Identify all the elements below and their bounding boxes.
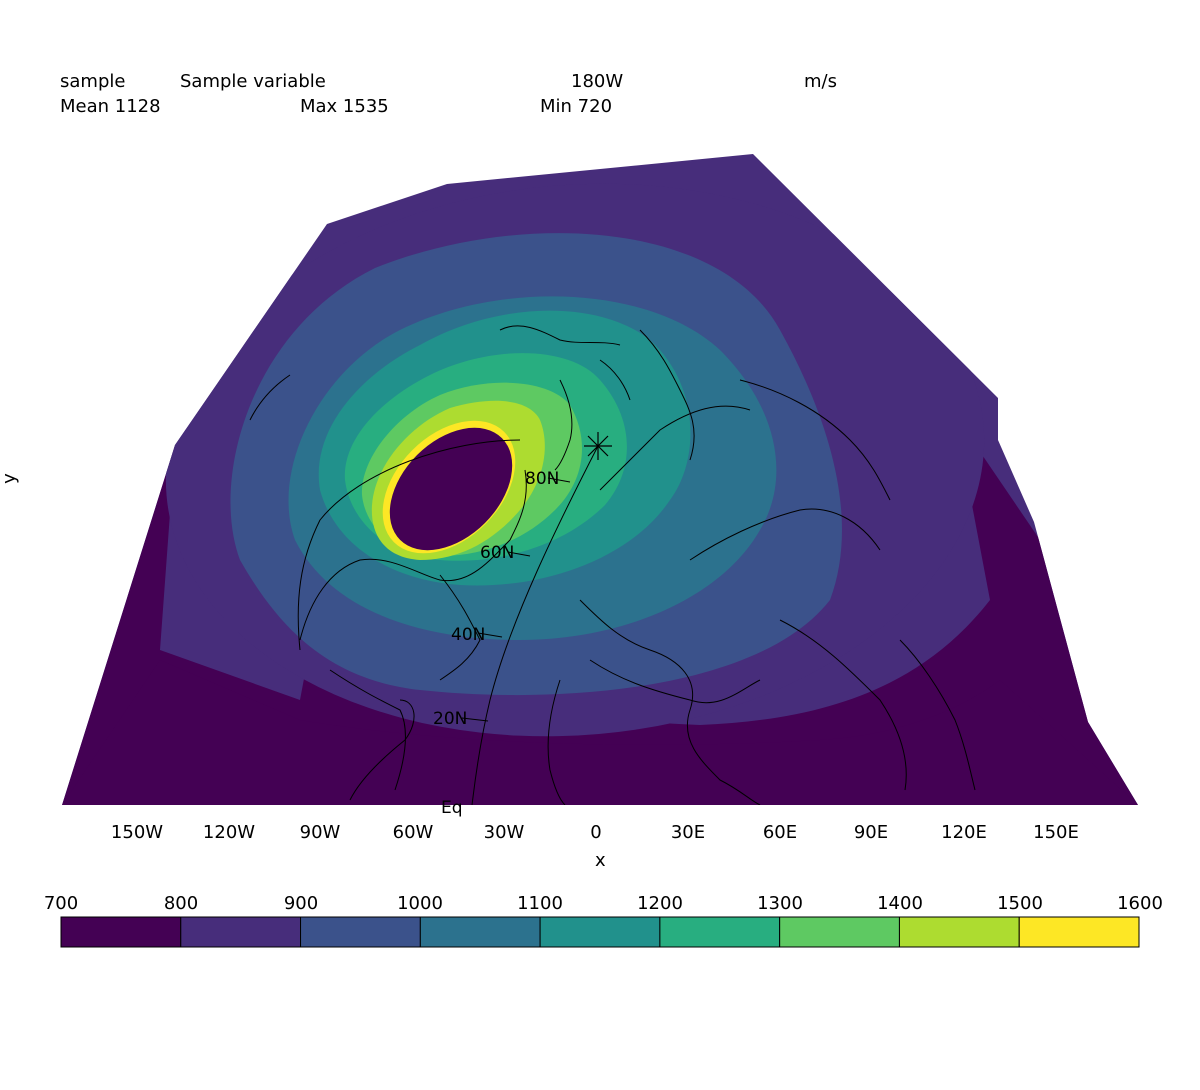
contour-band-700-800-center [389, 427, 513, 551]
x-tick-90w: 90W [299, 822, 341, 843]
colorbar [60, 916, 1140, 948]
latitude-ticks [461, 477, 571, 722]
lat-label-20n: 20N [433, 709, 467, 729]
colorbar-label-1000: 1000 [397, 893, 443, 914]
colorbar-label-800: 800 [163, 893, 199, 914]
colorbar-swatch [539, 916, 661, 948]
colorbar-swatch [779, 916, 900, 948]
colorbar-swatch [898, 916, 1020, 948]
x-axis-label: x [595, 850, 606, 871]
contour-band-700-800-bottom [62, 660, 1138, 805]
colorbar-swatch [419, 916, 541, 948]
pole-marker [584, 432, 612, 460]
colorbar-label-1400: 1400 [877, 893, 923, 914]
x-tick-150e: 150E [1033, 822, 1079, 843]
colorbar-label-700: 700 [43, 893, 79, 914]
center-longitude: 180W [571, 71, 624, 92]
colorbar-swatch [60, 916, 182, 948]
colorbar-label-900: 900 [283, 893, 319, 914]
colorbar-swatch [300, 916, 421, 948]
units-label: m/s [804, 71, 837, 92]
colorbar-label-1100: 1100 [517, 893, 563, 914]
colorbar-label-1500: 1500 [997, 893, 1043, 914]
max-stat: Max 1535 [300, 96, 389, 117]
variable-long-name: Sample variable [180, 71, 326, 92]
x-tick-0: 0 [590, 822, 602, 843]
parallel-line [297, 439, 521, 651]
min-stat: Min 720 [540, 96, 613, 117]
colorbar-label-1300: 1300 [757, 893, 803, 914]
colorbar-label-1200: 1200 [637, 893, 683, 914]
colorbar-swatch [180, 916, 302, 948]
meridian-line [471, 445, 599, 805]
variable-name: sample [60, 71, 126, 92]
lat-label-40n: 40N [451, 625, 485, 645]
mean-stat: Mean 1128 [60, 96, 161, 117]
x-tick-60e: 60E [762, 822, 798, 843]
y-axis-label: y [0, 473, 20, 484]
coastlines [249, 325, 976, 805]
lat-label-60n: 60N [480, 543, 514, 563]
x-tick-30e: 30E [670, 822, 706, 843]
x-tick-60w: 60W [392, 822, 434, 843]
lat-label-eq: Eq [441, 798, 463, 818]
x-tick-90e: 90E [853, 822, 889, 843]
x-tick-120w: 120W [202, 822, 256, 843]
colorbar-swatch [1018, 916, 1140, 948]
x-tick-150w: 150W [110, 822, 164, 843]
colorbar-swatch [659, 916, 781, 948]
x-tick-30w: 30W [483, 822, 525, 843]
colorbar-label-1600: 1600 [1117, 893, 1163, 914]
x-tick-120e: 120E [941, 822, 987, 843]
lat-label-80n: 80N [525, 469, 559, 489]
